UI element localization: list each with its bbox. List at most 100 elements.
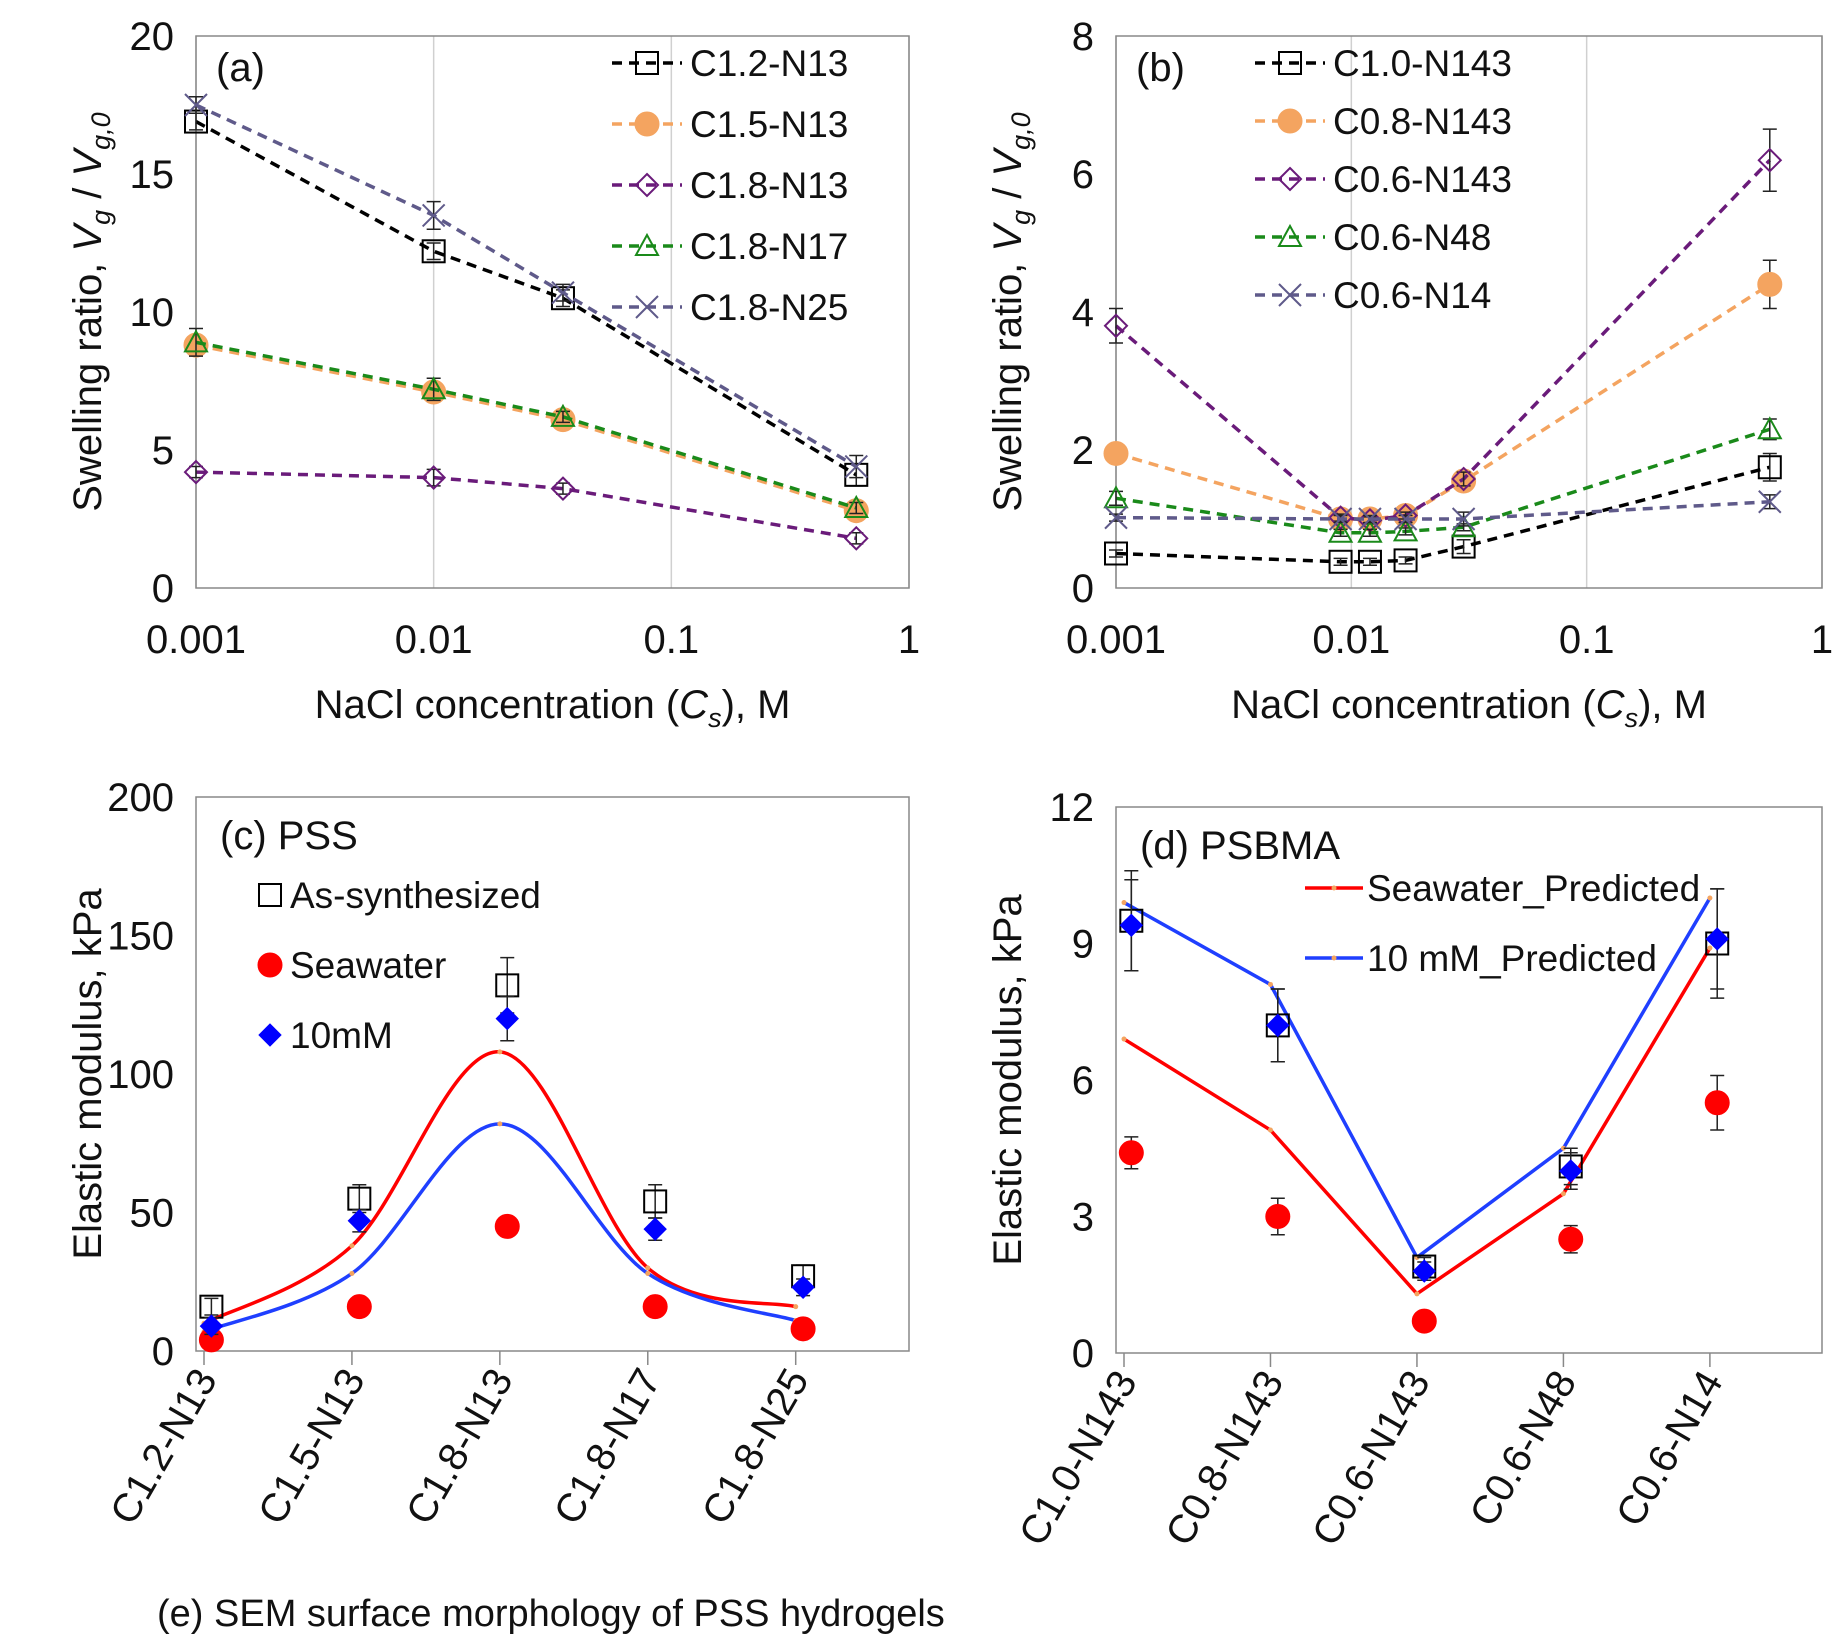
x-tick-label: C1.8-N17 (546, 1362, 670, 1532)
x-axis-label: NaCl concentration (Cs), M (315, 683, 791, 733)
data-point (421, 203, 446, 228)
panel-e-caption: (e) SEM surface morphology of PSS hydrog… (157, 1593, 945, 1635)
x-tick-label: 0.001 (1066, 618, 1166, 662)
data-point (184, 93, 208, 117)
x-tick-label: C1.8-N25 (694, 1362, 818, 1532)
legend-label: C1.8-N17 (690, 226, 848, 267)
x-tick-label: 0.01 (1312, 618, 1390, 662)
data-point (346, 1294, 372, 1320)
panel-title: (c) PSS (220, 814, 358, 858)
data-point (1559, 1159, 1583, 1183)
data-point (495, 1006, 519, 1031)
legend-marker (258, 883, 282, 907)
y-tick-label: 15 (130, 153, 175, 197)
error-bar (1109, 490, 1123, 506)
y-tick-label: 50 (130, 1192, 175, 1236)
x-tick-label: 0.01 (395, 618, 473, 662)
y-tick-label: 3 (1072, 1196, 1094, 1240)
plot-frame (195, 796, 910, 1352)
series-C0.6-N48 (1103, 416, 1783, 543)
data-point (843, 525, 869, 551)
x-axis-label: NaCl concentration (Cs), M (1231, 683, 1707, 733)
error-bar (1456, 538, 1471, 555)
error-bar (849, 532, 864, 545)
data-point (1758, 490, 1782, 514)
series-line (195, 103, 858, 469)
data-point (1393, 548, 1418, 573)
legend-marker (1277, 166, 1303, 192)
data-point (844, 454, 868, 479)
x-tick-label: C0.6-N48 (1462, 1364, 1586, 1534)
data-point (421, 465, 447, 491)
scatter-2 (1119, 879, 1729, 1283)
data-point (843, 494, 869, 518)
data-point (1103, 440, 1129, 466)
fit-point (1267, 1127, 1273, 1133)
fit-line (203, 1050, 797, 1325)
x-tick-label: C0.6-N143 (1304, 1364, 1439, 1554)
data-point (1358, 507, 1382, 531)
x-tick-label: 1 (1811, 618, 1833, 662)
fit-point (645, 1265, 651, 1271)
data-point (1327, 519, 1354, 543)
y-tick-label: 4 (1072, 291, 1094, 335)
legend-marker (1277, 108, 1303, 134)
legend-label: As-synthesized (290, 875, 541, 916)
scatter-10mM (199, 995, 815, 1338)
legend-marker (635, 51, 659, 75)
x-tick-label: C0.8-N143 (1157, 1364, 1292, 1554)
y-tick-label: 6 (1072, 153, 1094, 197)
plot-frame (195, 35, 910, 589)
data-point (1265, 1204, 1291, 1229)
legend-label: C1.2-N13 (690, 43, 848, 84)
error-bar (204, 1297, 219, 1316)
legend-label: C1.5-N13 (690, 104, 848, 145)
y-axis-label: Elastic modulus, kPa (986, 894, 1030, 1266)
data-point (1328, 507, 1353, 531)
panel-b: 0.001 0.01 0.1 1 0 2 4 6 8 C1.0-N143 C0.8-N143 C0.6… (986, 15, 1833, 733)
series-C1.8-N13 (183, 459, 869, 551)
series-C1.8-N17 (183, 327, 869, 518)
series-line (1115, 500, 1770, 521)
data-point (494, 1213, 520, 1239)
error-bar (426, 468, 441, 487)
data-point (642, 1294, 668, 1320)
data-point (1393, 507, 1418, 531)
data-point (550, 476, 576, 502)
y-tick-label: 0 (1072, 1332, 1094, 1376)
data-point (1103, 485, 1129, 509)
data-point (1412, 1259, 1436, 1283)
legend-marker (257, 952, 283, 978)
error-bar (1762, 128, 1777, 192)
data-point (421, 239, 446, 264)
y-tick-label: 200 (107, 776, 174, 820)
data-point (550, 403, 576, 427)
fit-point (1267, 981, 1273, 987)
data-point (1103, 313, 1129, 339)
legend-marker (1331, 885, 1337, 891)
data-point (643, 1189, 668, 1214)
y-tick-label: 6 (1072, 1059, 1094, 1103)
fit-point (1121, 900, 1127, 906)
y-tick-label: 150 (107, 915, 174, 959)
legend-label: C0.6-N14 (1333, 275, 1491, 316)
y-tick-label: 0 (1072, 567, 1094, 611)
y-tick-label: 2 (1072, 429, 1094, 473)
y-tick-label: 12 (1050, 786, 1095, 830)
legend-label: C0.6-N143 (1333, 159, 1512, 200)
data-point (420, 376, 447, 400)
scatter-0 (1119, 869, 1730, 1279)
x-tick-label: 1 (898, 618, 920, 662)
error-bar (1109, 549, 1123, 558)
legend-marker (635, 295, 659, 319)
plot-frame (1115, 806, 1823, 1354)
legend-marker (634, 172, 660, 198)
series-line (195, 343, 857, 513)
data-point (1119, 913, 1144, 938)
fit-point (497, 1049, 503, 1055)
legend-label: C1.8-N13 (690, 165, 848, 206)
y-tick-label: 20 (130, 15, 175, 59)
fit-point (1707, 895, 1713, 901)
y-tick-label: 0 (152, 567, 174, 611)
data-point (1558, 1226, 1584, 1252)
